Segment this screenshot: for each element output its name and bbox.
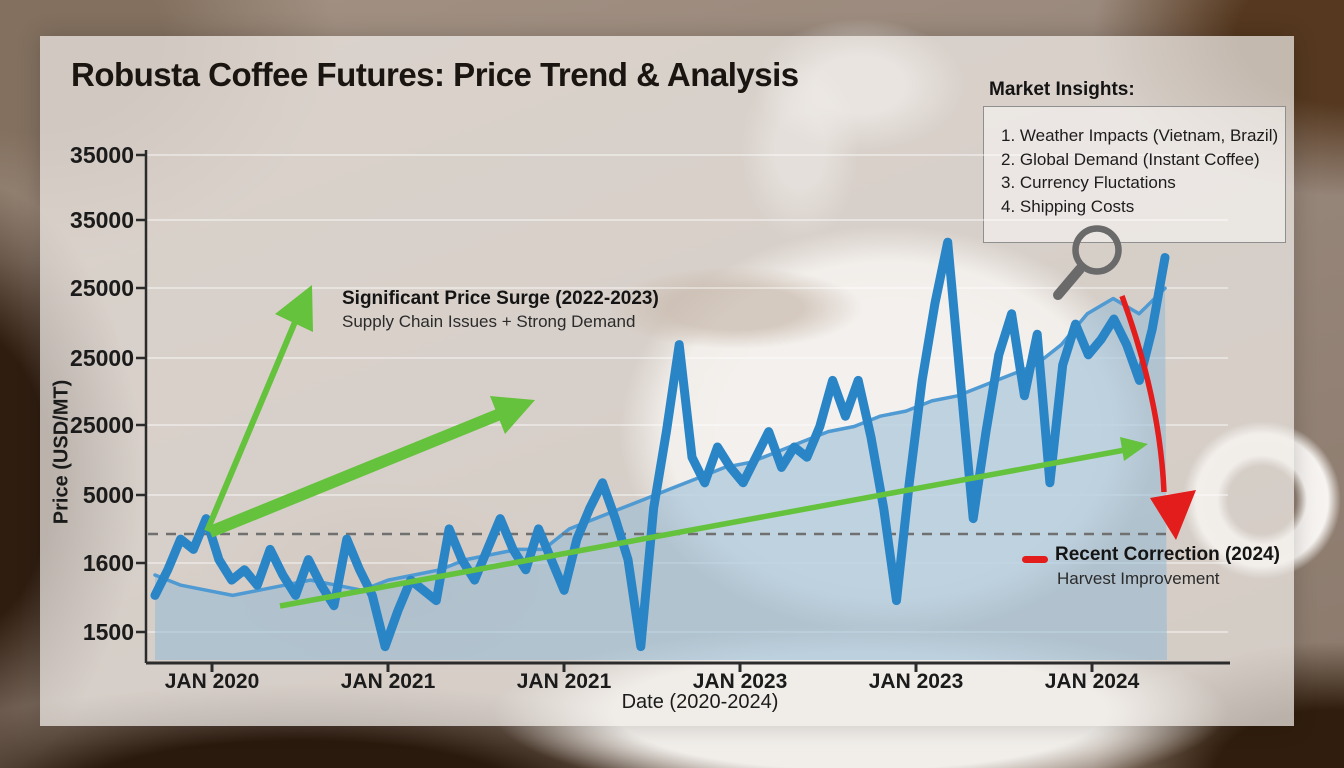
- insights-list: 1. Weather Impacts (Vietnam, Brazil) 2. …: [1001, 124, 1278, 218]
- y-tick-label: 1500: [82, 619, 134, 645]
- insight-item: 1. Weather Impacts (Vietnam, Brazil): [1001, 126, 1279, 145]
- y-tick-label: 1600: [82, 550, 134, 576]
- y-tick-label: 25000: [70, 345, 134, 371]
- insight-item: 4. Shipping Costs: [1001, 196, 1135, 216]
- x-tick-label: JAN 2024: [1044, 670, 1140, 693]
- y-tick-label: 5000: [82, 482, 134, 508]
- x-tick-label: JAN 2020: [164, 670, 260, 693]
- surge-annotation-subtitle: Supply Chain Issues + Strong Demand: [342, 312, 636, 331]
- y-tick-label: 25000: [70, 412, 134, 438]
- y-tick-label: 25000: [70, 275, 134, 301]
- insight-item: 2. Global Demand (Instant Coffee): [1001, 149, 1260, 169]
- x-tick-label: JAN 2023: [692, 670, 788, 693]
- correction-title: Recent Correction (2024): [1055, 544, 1280, 565]
- x-tick-label: JAN 2021: [340, 670, 436, 693]
- x-tick-label: JAN 2023: [868, 670, 964, 693]
- y-tick-label: 35000: [70, 142, 134, 168]
- insight-item: 3. Currency Fluctations: [1001, 173, 1176, 192]
- insights-title: Market Insights:: [989, 79, 1135, 100]
- surge-annotation-title: Significant Price Surge (2022-2023): [342, 288, 659, 309]
- page-title: Robusta Coffee Futures: Price Trend & An…: [71, 56, 799, 93]
- x-axis-title: Date (2020-2024): [621, 691, 779, 713]
- x-tick-label: JAN 2021: [516, 670, 612, 693]
- y-tick-label: 35000: [70, 207, 134, 233]
- correction-subtitle: Harvest Improvement: [1057, 569, 1220, 588]
